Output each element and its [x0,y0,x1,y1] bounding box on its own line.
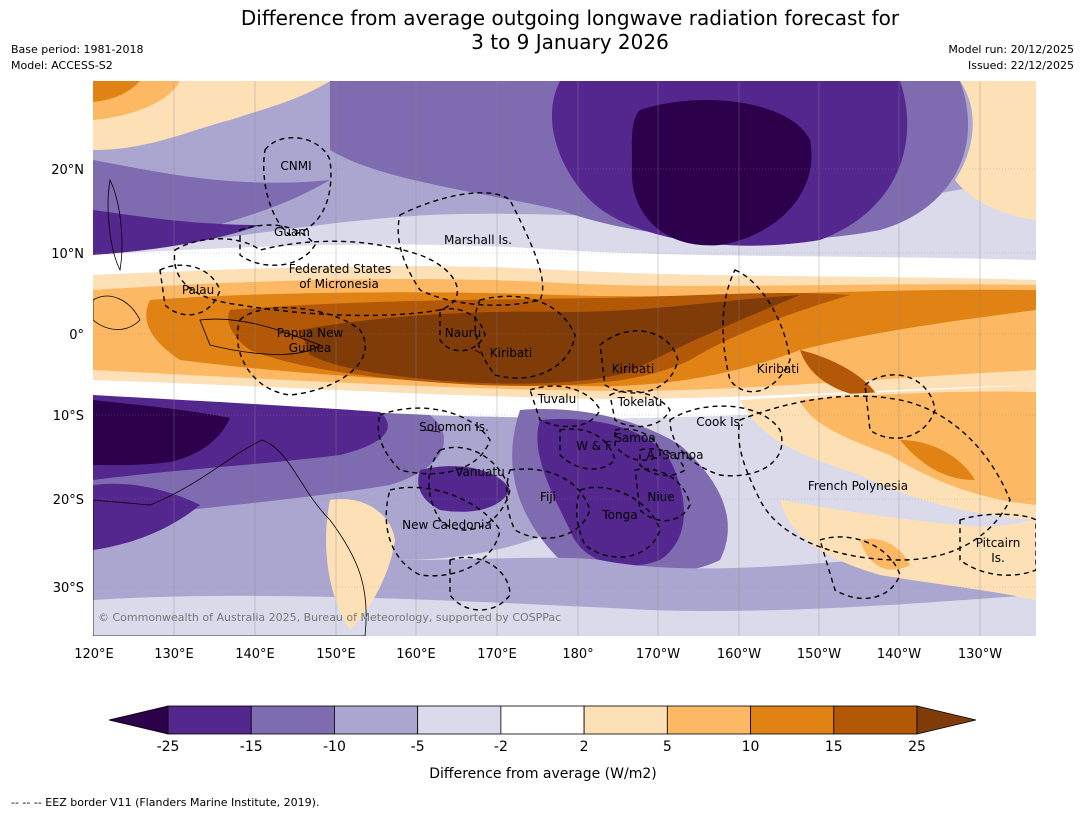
label-png-line1: Papua New [277,326,344,340]
label-pitcairn-line1: Pitcairn [976,536,1021,550]
colorbar-tick-label: 10 [742,739,760,755]
label-vanuatu: Vanuatu [455,465,505,479]
label-nauru: Nauru [445,326,481,340]
label-pitcairn-line2: Is. [991,551,1005,565]
label-american-samoa: A. Samoa [647,448,704,462]
label-cnmi: CNMI [280,159,311,173]
colorbar-tick-label: -2 [494,739,508,755]
x-tick: 130°W [958,647,1002,662]
x-tick: 150°W [797,647,841,662]
colorbar-tick-label: -15 [240,739,263,755]
colorbar-segment [167,705,252,735]
colorbar-tick-label: 2 [580,739,589,755]
x-tick: 160°E [396,647,436,662]
colorbar-tick-label: 5 [663,739,672,755]
x-tick: 180° [562,647,593,662]
colorbar-segment [250,705,335,735]
x-tick: 150°E [316,647,356,662]
colorbar-tick-label: -25 [157,739,180,755]
y-tick: 10°N [51,247,84,262]
x-tick: 140°W [877,647,921,662]
y-axis-ticks: 20°N 10°N 0° 10°S 20°S 30°S [51,163,84,596]
meta-left: Base period: 1981-2018 Model: ACCESS-S2 [11,42,143,74]
x-tick: 140°E [235,647,275,662]
olr-anomaly-field [93,81,1036,636]
label-fsm-line2: of Micronesia [299,277,379,291]
label-kiribati-west: Kiribati [490,346,532,360]
base-period: Base period: 1981-2018 [11,43,144,56]
colorbar-tick-label: -10 [323,739,346,755]
title-line-2: 3 to 9 January 2026 [471,30,669,54]
label-new-caledonia: New Caledonia [402,518,492,532]
label-cook-is: Cook Is. [696,415,743,429]
copyright-text: © Commonwealth of Australia 2025, Bureau… [98,611,561,624]
chart-title: Difference from average outgoing longwav… [0,6,1085,54]
label-french-polynesia: French Polynesia [808,479,908,493]
colorbar-segment [750,705,835,735]
gridlines [93,81,1036,636]
model-run: Model run: 20/12/2025 [948,43,1074,56]
eez-footnote: -- -- -- EEZ border V11 (Flanders Marine… [11,796,320,809]
x-tick: 120°E [74,647,114,662]
eez-borders [159,136,1036,611]
title-line-1: Difference from average outgoing longwav… [240,6,900,30]
x-axis-ticks: 120°E 130°E 140°E 150°E 160°E 170°E 180°… [74,647,1002,662]
y-tick: 30°S [53,581,84,596]
label-tokelau: Tokelau [617,395,663,409]
colorbar-tick-label: 25 [908,739,926,755]
meta-right: Model run: 20/12/2025 Issued: 22/12/2025 [948,42,1074,74]
label-fiji: Fiji [540,490,556,504]
label-guam: Guam [274,225,310,239]
label-samoa: Samoa [614,431,655,445]
issued-date: Issued: 22/12/2025 [967,59,1074,72]
colorbar-tick-label: 15 [825,739,843,755]
colorbar-label: Difference from average (W/m2) [429,766,656,782]
y-tick: 10°S [53,409,84,424]
y-tick: 0° [69,328,84,343]
label-kiribati-central: Kiribati [612,362,654,376]
colorbar-segment [583,705,668,735]
colorbar-tick-label: -5 [411,739,425,755]
label-tonga: Tonga [601,508,637,522]
x-tick: 130°E [154,647,194,662]
x-tick: 160°W [717,647,761,662]
colorbar-segment [833,705,918,735]
label-marshall-is: Marshall Is. [444,233,512,247]
label-niue: Niue [647,490,674,504]
colorbar-segment [417,705,502,735]
label-fsm-line1: Federated States [289,262,391,276]
label-palau: Palau [182,283,214,297]
label-solomon-is: Solomon Is. [419,420,489,434]
y-tick: 20°N [51,163,84,178]
colorbar-segment [666,705,751,735]
label-kiribati-east: Kiribati [757,362,799,376]
label-wallis-futuna: W & F [576,439,612,453]
map-figure: CNMI Guam Marshall Is. Federated States … [51,81,1036,782]
x-tick: 170°E [477,647,517,662]
colorbar-high-extension [916,705,977,735]
colorbar-segment [500,705,585,735]
label-tuvalu: Tuvalu [537,392,577,406]
model-name: Model: ACCESS-S2 [11,59,113,72]
y-tick: 20°S [53,493,84,508]
region-labels: CNMI Guam Marshall Is. Federated States … [182,159,1020,565]
colorbar: -25 -15 -10 -5 -2 2 5 10 15 25 Difference from av… [108,705,977,782]
colorbar-low-extension [108,705,169,735]
label-png-line2: Guinea [289,341,332,355]
x-tick: 170°W [636,647,680,662]
colorbar-segment [334,705,419,735]
